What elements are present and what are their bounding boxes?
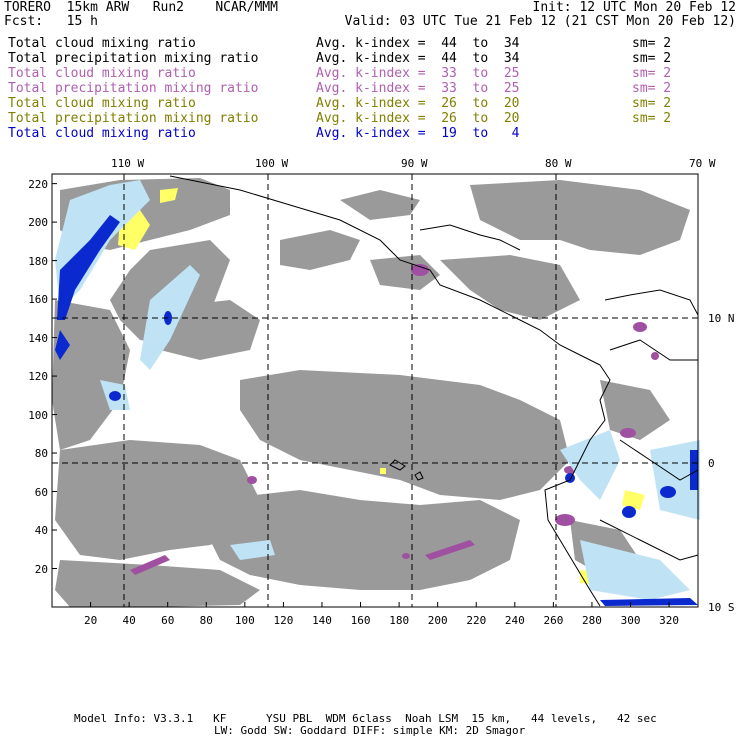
x-tick-label: 180 [389,614,410,627]
lon-label: 80 W [545,157,572,170]
y-tick-label: 180 [28,254,49,268]
legend-name: Total cloud mixing ratio [8,66,196,81]
coastlines [169,175,699,607]
y-tick-label: 60 [34,485,49,499]
forecast-hour: Fcst: 15 h [4,14,98,29]
x-tick-label: 320 [659,614,680,627]
legend-k: Avg. k-index = 33 to 25 [316,81,520,96]
plot-frame [51,173,699,608]
legend-name: Total cloud mixing ratio [8,126,196,141]
y-tick-label: 100 [28,408,49,422]
legend-sm: sm= 2 [632,36,672,51]
lon-label: 100 W [255,157,289,170]
x-tick-label: 40 [122,614,136,627]
legend-k: Avg. k-index = 44 to 34 [316,51,520,66]
y-tick-label: 120 [28,370,49,384]
legend-name: Total cloud mixing ratio [8,96,196,111]
legend-sm: sm= 2 [632,51,672,66]
lon-label: 110 W [111,157,145,170]
lat-label: 0 [708,457,715,470]
legend-name: Total precipitation mixing ratio [8,51,259,66]
y-tick-label: 20 [34,562,49,576]
axis-ticks [52,183,670,607]
x-tick-label: 120 [273,614,294,627]
lat-lon-grid [52,174,698,607]
y-tick-label: 200 [28,216,49,230]
x-tick-label: 100 [234,614,255,627]
legend-k: Avg. k-index = 26 to 20 [316,111,520,126]
legend-sm: sm= 2 [632,111,672,126]
lat-label: 10 N [708,312,735,325]
x-tick-label: 60 [161,614,175,627]
x-tick-label: 80 [199,614,213,627]
legend-k: Avg. k-index = 19 to 4 [316,126,520,141]
legend-name: Total precipitation mixing ratio [8,81,259,96]
physics-info: LW: Godd SW: Goddard DIFF: simple KM: 2D… [214,724,526,737]
x-tick-label: 160 [350,614,371,627]
legend-name: Total precipitation mixing ratio [8,111,259,126]
y-tick-label: 80 [34,447,49,461]
x-tick-label: 220 [466,614,487,627]
x-tick-label: 260 [543,614,564,627]
lat-label: 10 S [708,601,735,614]
cloud-field [52,178,690,607]
legend-sm: sm= 2 [632,96,672,111]
lon-label: 90 W [401,157,428,170]
y-tick-label: 160 [28,293,49,307]
legend-k: Avg. k-index = 44 to 34 [316,36,520,51]
x-tick-label: 20 [83,614,98,627]
legend-k: Avg. k-index = 33 to 25 [316,66,520,81]
x-tick-label: 200 [427,614,448,627]
model-info: Model Info: V3.3.1 KF YSU PBL WDM 6class… [74,712,657,725]
y-tick-label: 140 [28,331,49,345]
x-tick-label: 140 [312,614,332,627]
x-tick-label: 300 [620,614,641,627]
precip-purple [130,264,659,575]
init-time: Init: 12 UTC Mon 20 Feb 12 [532,0,737,15]
x-tick-label: 280 [582,614,602,627]
legend-sm: sm= 2 [632,81,672,96]
legend-k: Avg. k-index = 26 to 20 [316,96,520,111]
cloud-blue [55,215,698,606]
y-tick-label: 220 [28,177,49,191]
x-tick-label: 240 [504,614,525,627]
valid-time: Valid: 03 UTC Tue 21 Feb 12 (21 CST Mon … [344,14,736,29]
model-title: TORERO 15km ARW Run2 NCAR/MMM [4,0,278,15]
legend-name: Total cloud mixing ratio [8,36,196,51]
lon-label: 70 W [689,157,716,170]
y-tick-label: 40 [34,524,49,538]
legend-sm: sm= 2 [632,66,672,81]
